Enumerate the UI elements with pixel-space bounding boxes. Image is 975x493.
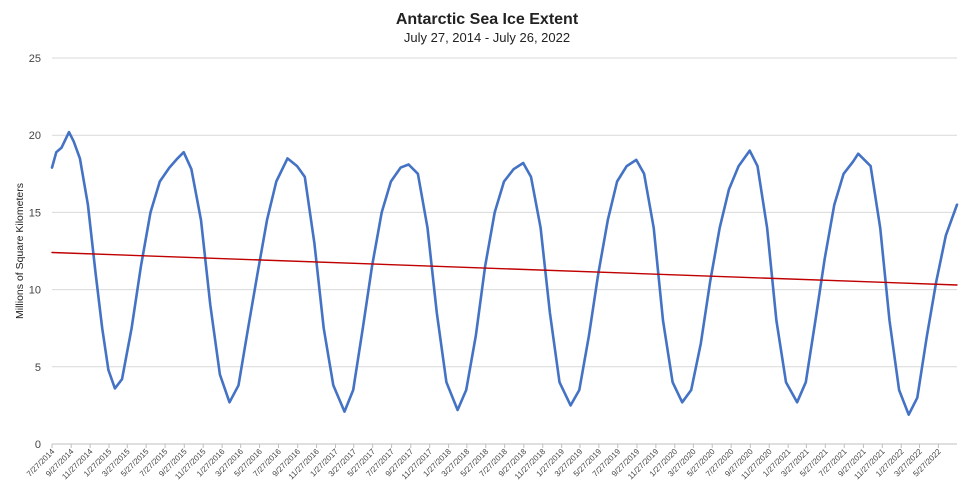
chart-title: Antarctic Sea Ice Extent <box>396 11 579 28</box>
chart-subtitle: July 27, 2014 - July 26, 2022 <box>404 30 570 45</box>
series-line <box>50 130 959 416</box>
y-tick-label: 5 <box>35 362 41 374</box>
y-axis-label: Millions of Square Kilometers <box>14 183 26 319</box>
y-tick-label: 0 <box>35 439 41 451</box>
trend-line <box>51 251 958 286</box>
data-series <box>50 130 959 416</box>
gridlines <box>52 57 957 445</box>
y-tick-label: 20 <box>29 130 41 142</box>
y-tick-label: 15 <box>29 207 41 219</box>
x-axis-ticks: 7/27/20149/27/201411/27/20141/27/20153/2… <box>25 444 943 481</box>
y-axis-ticks: 0 5 10 15 20 25 <box>29 53 41 451</box>
y-tick-label: 10 <box>29 285 41 297</box>
y-tick-label: 25 <box>29 53 41 65</box>
